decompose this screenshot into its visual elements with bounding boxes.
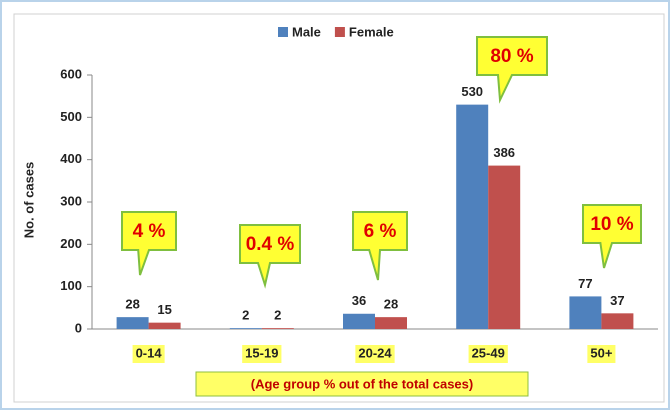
bar (456, 104, 489, 329)
value-label: 386 (493, 145, 515, 160)
x-tick-label: 50+ (590, 345, 612, 360)
callout (352, 211, 408, 281)
legend-label: Male (292, 24, 321, 39)
annotation: 0.4 % (246, 234, 295, 255)
bar (601, 313, 634, 329)
callout (239, 224, 301, 289)
callout (582, 204, 642, 269)
x-tick-label: 20-24 (358, 345, 392, 360)
value-label: 530 (461, 84, 483, 99)
annotation: 4 % (133, 221, 166, 242)
y-tick-label: 400 (60, 151, 82, 166)
x-tick-highlight (468, 345, 508, 363)
x-tick-label: 25-49 (472, 345, 505, 360)
x-tick-label: 0-14 (136, 345, 163, 360)
y-tick-label: 100 (60, 278, 82, 293)
legend-swatch (278, 27, 288, 37)
bar (375, 317, 407, 329)
value-label: 15 (157, 302, 171, 317)
bar (488, 165, 521, 329)
value-label: 2 (242, 308, 249, 323)
annotation: 10 % (590, 214, 633, 235)
x-tick-highlight (132, 345, 165, 363)
bar (343, 313, 375, 329)
callout (476, 36, 548, 104)
legend-label: Female (349, 24, 394, 39)
y-tick-label: 600 (60, 66, 82, 81)
value-label: 28 (384, 297, 398, 312)
bar (229, 328, 262, 329)
x-tick-highlight (587, 345, 616, 363)
x-label-box (195, 371, 529, 397)
value-label: 28 (125, 297, 139, 312)
y-tick-label: 500 (60, 109, 82, 124)
y-tick-label: 0 (75, 320, 82, 335)
value-label: 2 (274, 308, 281, 323)
y-tick-label: 300 (60, 193, 82, 208)
x-tick-label: 15-19 (245, 345, 278, 360)
legend-swatch (334, 27, 345, 37)
bar (116, 317, 149, 329)
chart-area (13, 13, 665, 403)
x-axis-label: (Age group % out of the total cases) (251, 376, 473, 391)
annotation: 6 % (364, 221, 397, 242)
bar (569, 296, 602, 329)
y-tick-label: 200 (60, 236, 82, 251)
x-tick-highlight (242, 345, 282, 363)
x-tick-highlight (355, 345, 395, 363)
callout (121, 211, 177, 276)
bar (148, 322, 181, 329)
value-label: 37 (610, 293, 624, 308)
y-axis-label: No. of cases (21, 162, 36, 239)
bar (261, 328, 294, 329)
value-label: 36 (352, 293, 366, 308)
value-label: 77 (578, 276, 592, 291)
annotation: 80 % (490, 46, 533, 67)
